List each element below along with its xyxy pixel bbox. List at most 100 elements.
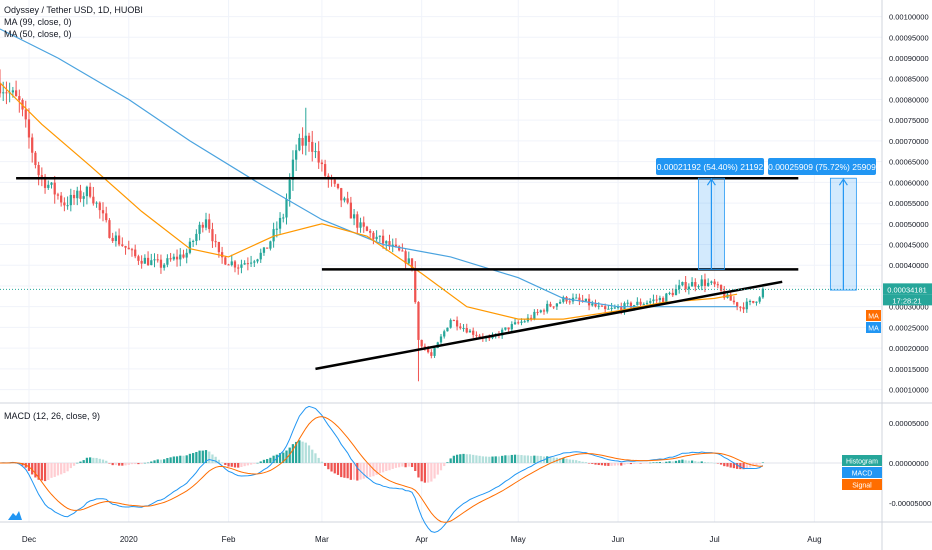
candles-group [0,69,765,382]
macd-histogram-bar [755,463,758,466]
candle-body [333,179,336,184]
candle-body [684,282,687,290]
price-tick-label: 0.00030000 [889,303,929,312]
candle-body [18,96,21,100]
macd-histogram-bar [256,462,259,464]
macd-histogram-bar [729,463,732,468]
candle-body [159,259,163,268]
candle-body [60,195,63,203]
time-tick-label: Dec [22,535,36,544]
macd-histogram-bar [195,451,198,463]
price-tick-label: 0.00100000 [889,13,929,22]
macd-histogram-bar [140,463,143,465]
macd-histogram-bar [472,454,475,463]
macd-histogram-bar [636,463,639,464]
candle-body [378,235,381,237]
countdown-label: 17:28:21 [892,296,921,305]
macd-histogram-bar [282,452,285,463]
macd-histogram-bar [761,462,765,463]
candle-body [291,159,295,180]
ma-badge-label: MA [868,326,879,333]
macd-histogram-bar [66,463,69,472]
macd-histogram-bar [645,463,649,464]
macd-line [0,405,764,533]
macd-histogram-bar [375,463,378,475]
macd-histogram-bar [739,463,742,470]
candle-body [501,329,504,336]
macd-histogram-bar [362,463,365,479]
macd-histogram-bar [600,463,604,466]
candle-body [56,194,60,196]
macd-histogram-bar [288,447,291,463]
ma-badge [866,310,881,321]
macd-histogram-bar [481,456,484,463]
candle-body [690,282,694,287]
macd-histogram-bar [420,463,423,482]
macd-histogram-bar [584,462,587,463]
macd-histogram-bar [21,463,24,466]
candle-body [314,151,317,153]
measure-label: 0.00021192 (54.40%) 21192 [657,162,764,172]
macd-histogram-bar [446,462,449,463]
macd-histogram-bar [243,463,246,467]
candle-body [568,301,571,303]
candle-body [69,194,72,206]
macd-histogram-bar [752,463,755,467]
time-tick-label: 2020 [120,535,138,544]
macd-histogram-bar [156,459,159,463]
candle-body [597,305,600,307]
candle-body [694,282,697,287]
macd-histogram-bar [111,463,114,466]
macd-histogram-bar [687,460,690,463]
macd-histogram-bar [758,463,761,465]
candle-body [179,254,182,260]
time-tick-label: Mar [315,535,329,544]
candle-body [182,254,185,258]
macd-histogram-bar [497,456,501,463]
macd-histogram-bar [34,463,37,478]
candle-body [697,286,700,288]
macd-histogram-bar [681,459,684,463]
candle-body [150,260,153,266]
candle-body [47,184,50,188]
candle-body [356,214,359,228]
candle-body [626,302,629,304]
macd-histogram-bar [40,463,43,481]
macd-histogram-bar [259,461,262,463]
candle-body [468,330,472,333]
macd-histogram-bar [343,463,346,478]
macd-badge-label: Histogram [846,459,878,466]
macd-histogram-bar [465,454,468,463]
candle-body [607,308,610,310]
macd-histogram-bar [674,460,678,463]
measure-arrowhead [706,178,716,186]
macd-histogram-bar [163,459,166,463]
macd-histogram-bar [597,463,600,466]
candle-body [76,190,79,199]
macd-histogram-bar [301,441,304,463]
macd-tick-label: 0.00005000 [889,419,929,428]
macd-histogram-bar [130,463,134,465]
macd-histogram-bar [153,460,156,463]
candle-body [249,262,253,264]
ma-badge-label: MA [868,314,879,321]
price-tick-label: 0.00045000 [889,241,929,250]
candle-body [217,241,221,253]
candle-body [446,327,449,332]
macd-histogram-bar [323,463,327,466]
macd-histogram-bar [414,463,417,472]
ma99-line [0,28,738,308]
candle-body [472,330,475,335]
candle-body [604,306,607,310]
macd-histogram-bar [169,457,172,463]
candle-body [723,290,726,298]
candle-body [278,217,282,229]
price-tick-label: 0.00050000 [889,220,929,229]
macd-histogram-bar [565,458,568,463]
measure-arrowhead [838,178,848,186]
macd-histogram-bar [314,453,317,463]
macd-histogram-bar [89,457,92,463]
candle-body [204,219,208,228]
symbol-title: Odyssey / Tether USD, 1D, HUOBI [4,5,143,15]
